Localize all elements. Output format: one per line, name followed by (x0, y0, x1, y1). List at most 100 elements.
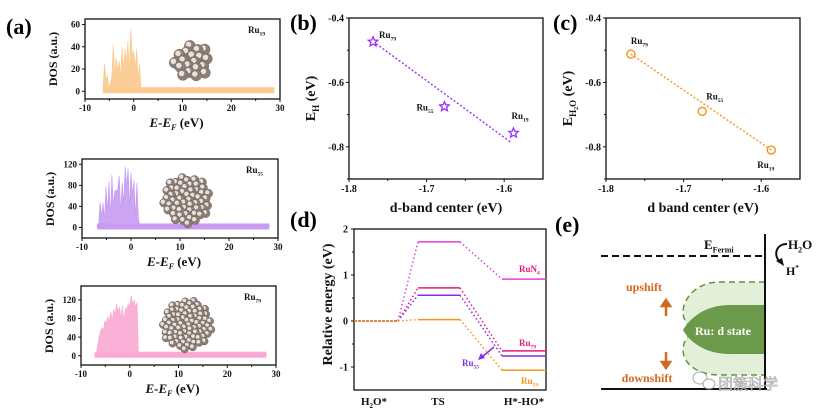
atom-highlight (196, 52, 202, 59)
cluster-label-sub: 55 (258, 172, 264, 178)
atom-highlight (167, 179, 172, 185)
atom-highlight (178, 321, 183, 325)
cluster-label: Ru19 (248, 25, 265, 38)
y-tick-label: 40 (68, 202, 78, 212)
series-label-ru55-sub: 55 (474, 365, 480, 371)
atom-highlight (191, 339, 196, 344)
point-label-ru55-base: Ru (706, 91, 718, 101)
atom-highlight (183, 177, 189, 182)
cluster-label: Ru55 (246, 165, 263, 178)
atom-highlight (178, 174, 184, 179)
y-tick-label: 120 (63, 295, 77, 305)
y-tick-label: 0 (76, 86, 81, 96)
atom-highlight (180, 217, 185, 222)
atom-highlight (175, 50, 181, 57)
series-label-ru55-base: Ru (462, 358, 474, 368)
x-tick-label: 0 (128, 369, 133, 379)
y-tick-label: -1 (340, 363, 348, 374)
point-label-ru19-sub: 19 (523, 117, 529, 123)
cluster-label-base: Ru (246, 165, 258, 175)
atom-highlight (202, 316, 207, 321)
dos-plot-ru79: -10 0 10 20 30 0 40 80 120 Ru79 DOS (a.u.) E-EF (eV… (42, 285, 282, 398)
cluster-icon (169, 40, 213, 82)
y-tick-label: 80 (67, 314, 77, 324)
atom-highlight (163, 187, 169, 192)
category-label-0: H2O* (361, 396, 388, 410)
point-label-ru55-sub: 55 (428, 109, 434, 115)
panel-label-b: (b) (290, 10, 317, 35)
y-tick-label: 40 (71, 42, 81, 52)
atom-highlight (176, 62, 182, 69)
point-label-ru55: Ru55 (416, 103, 433, 116)
x-axis-label: d-band center (eV) (390, 201, 503, 216)
atom-highlight (164, 309, 169, 314)
atom-highlight (197, 316, 202, 320)
atom-highlight (195, 194, 200, 199)
cat-o: O* (373, 396, 388, 408)
plot-frame (353, 228, 547, 391)
point-label-ru79-base: Ru (379, 30, 391, 40)
series-label-ru79-sub: 79 (531, 345, 537, 351)
atom-highlight (188, 187, 193, 192)
series-label-ru79: Ru79 (519, 338, 536, 351)
y-tick-label: 60 (71, 20, 81, 30)
star-marker (438, 99, 451, 112)
x-axis-label: E-EF (eV) (146, 254, 201, 271)
fermi-label: EFermi (704, 237, 734, 255)
x-tick-label: 30 (272, 369, 282, 379)
d-state-label: Ru: d state (695, 324, 752, 338)
atom-highlight (182, 184, 187, 189)
cluster-icon (159, 297, 216, 354)
atom-highlight (193, 45, 200, 52)
x-tick-label: 20 (223, 369, 233, 379)
atom-highlight (184, 305, 189, 309)
series-label-ru79-base: Ru (519, 338, 531, 348)
atom-highlight (167, 330, 172, 335)
y-tick-label: -0.4 (328, 14, 344, 25)
atom-highlight (164, 324, 168, 329)
fit-line (630, 53, 772, 151)
plot-frame (605, 17, 801, 180)
category-label-2: H*-HO* (504, 396, 545, 408)
series-label-run4-base: RuN (519, 264, 538, 274)
atom-highlight (163, 194, 169, 200)
y-label-sub2: 2 (574, 107, 580, 110)
point-label-ru79-base: Ru (631, 36, 643, 46)
panel-label-a: (a) (6, 14, 32, 39)
y-tick-label: 0 (73, 223, 78, 233)
cluster-icon (159, 173, 213, 229)
x-tick-label: -1.8 (341, 184, 357, 195)
atom-highlight (186, 214, 192, 220)
atom-highlight (189, 344, 194, 349)
atom-highlight (178, 70, 185, 77)
atom-highlight (187, 326, 192, 331)
dos-baseline-band (94, 351, 267, 358)
x-tick-label: -1.6 (753, 184, 769, 195)
point-label-ru55-sub: 55 (718, 98, 724, 104)
point-label-ru79: Ru79 (379, 30, 396, 43)
y-tick-label: -0.8 (328, 142, 344, 153)
atom-highlight (169, 302, 174, 307)
x-tick-label: 20 (227, 103, 237, 113)
x-tick-label: -10 (79, 103, 91, 113)
atom-highlight (192, 329, 197, 334)
atom-highlight (176, 312, 180, 317)
y-axis-label: EH2O (eV) (561, 70, 580, 126)
atom-highlight (191, 210, 197, 215)
dos-baseline-band (103, 87, 275, 94)
wechat-icon-2 (702, 378, 716, 390)
atom-highlight (160, 321, 164, 326)
cluster-label-base: Ru (244, 292, 256, 302)
panel-label-c: (c) (553, 10, 577, 35)
plot-frame (348, 17, 544, 180)
up-arrow-icon (659, 297, 673, 316)
x-label-unit: (eV) (172, 381, 199, 396)
cat-2: 2 (370, 402, 374, 410)
category-label-1: TS (431, 396, 444, 408)
y-axis-label: DOS (a.u.) (46, 32, 60, 86)
x-tick-label: 10 (178, 103, 188, 113)
x-tick-label: 20 (225, 242, 235, 252)
